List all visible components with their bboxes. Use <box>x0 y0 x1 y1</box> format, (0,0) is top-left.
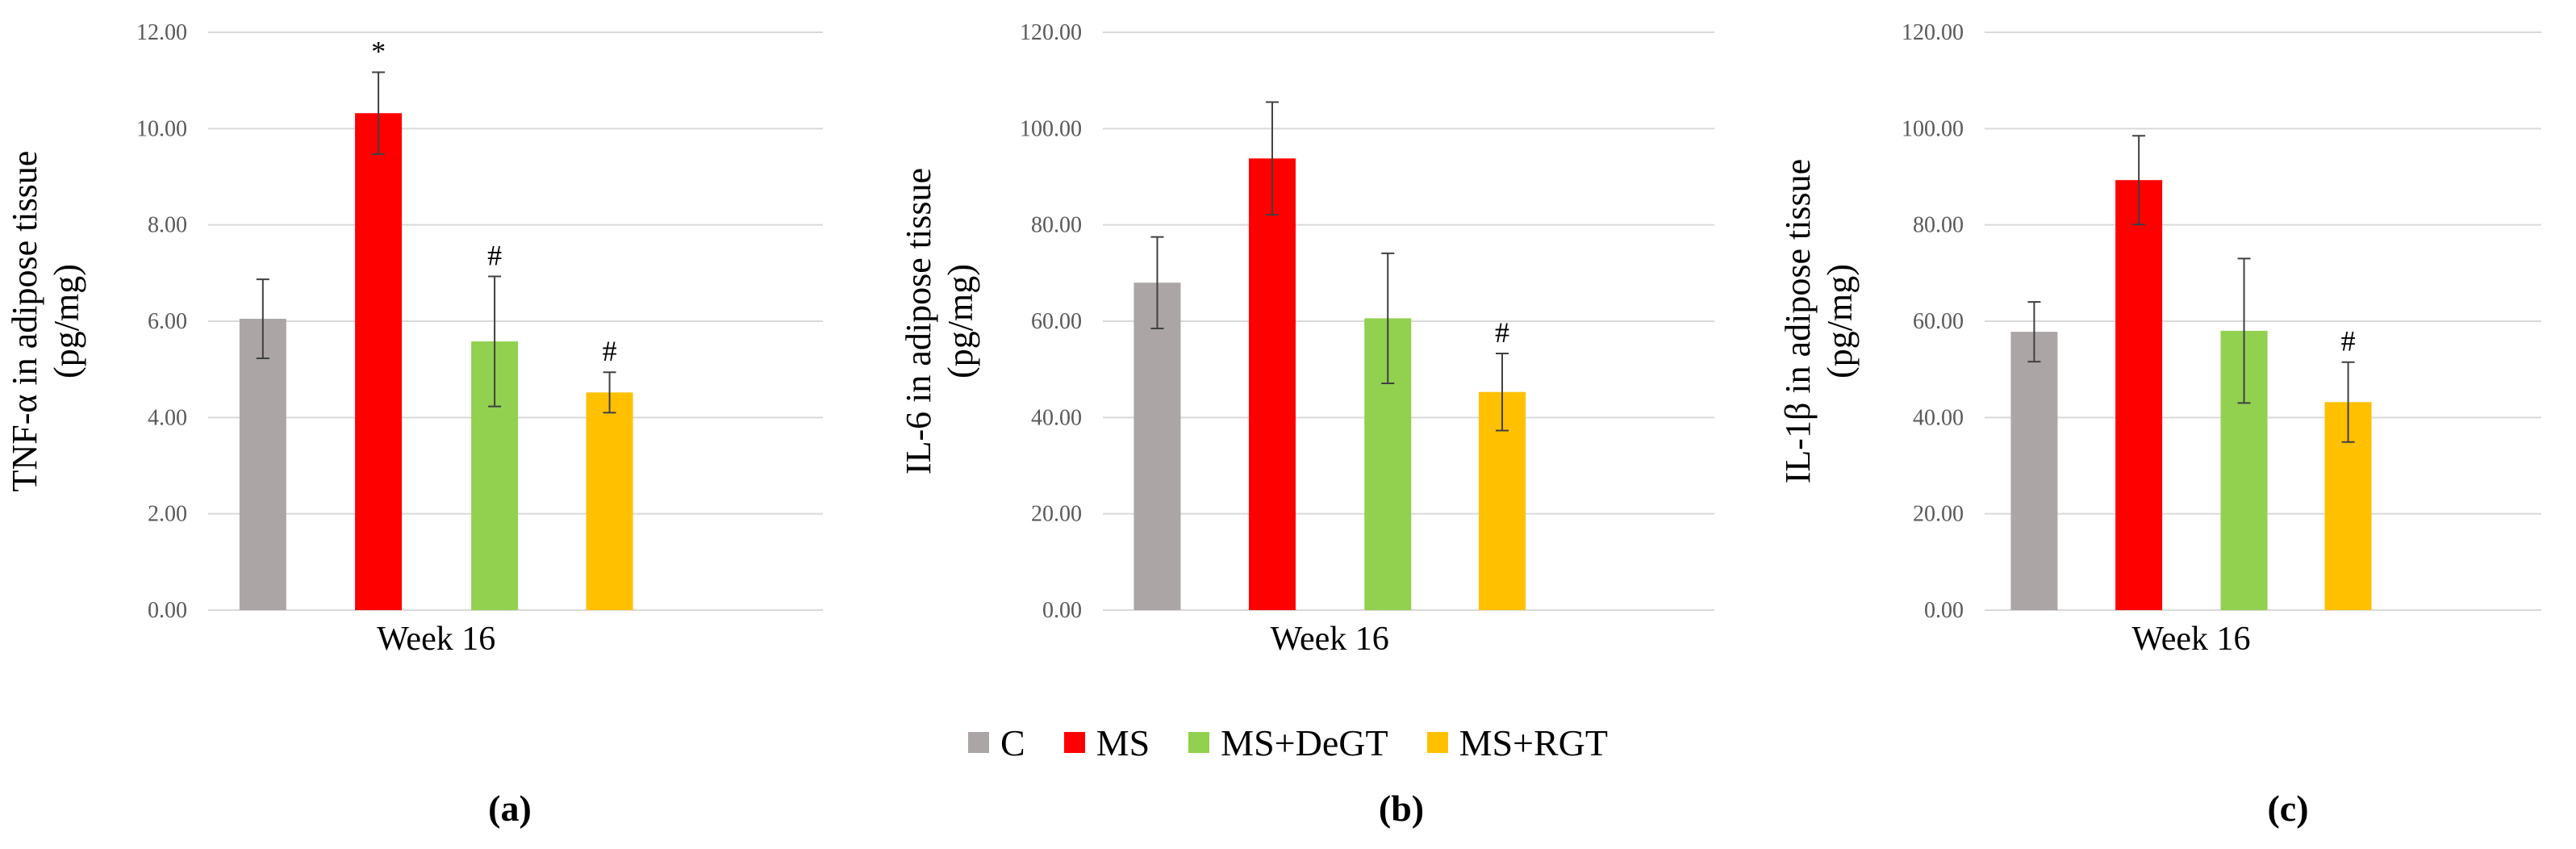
legend-item-ms: MS <box>1063 721 1150 764</box>
bar-ms <box>2115 180 2163 611</box>
y-tick-label: 6.00 <box>148 309 187 334</box>
y-tick-label: 100.00 <box>1020 116 1082 141</box>
bar-c <box>239 319 286 610</box>
y-axis-label: IL-1β in adipose tissue <box>1778 159 1818 483</box>
x-axis-label: Week 16 <box>2131 621 2250 658</box>
significance-mark: # <box>2341 325 2356 358</box>
y-tick-label: 20.00 <box>1031 502 1082 527</box>
legend-item-ms-degt: MS+DeGT <box>1188 721 1388 764</box>
y-axis-unit-label: (pg/mg) <box>1820 264 1860 378</box>
bar-ms <box>1248 158 1296 610</box>
y-tick-label: 120.00 <box>1020 20 1082 45</box>
y-tick-label: 60.00 <box>1913 309 1964 334</box>
y-axis-unit-label: (pg/mg) <box>47 264 86 378</box>
y-axis-label: TNF-α in adipose tissue <box>5 151 44 492</box>
legend-item-ms-rgt: MS+RGT <box>1426 721 1608 764</box>
significance-mark: * <box>371 36 386 68</box>
panel-label-a: (a) <box>488 788 532 829</box>
x-axis-label: Week 16 <box>1271 621 1389 658</box>
y-tick-label: 0.00 <box>1924 598 1964 623</box>
significance-mark: # <box>1495 316 1509 349</box>
y-tick-label: 10.00 <box>136 116 187 141</box>
legend: C MS MS+DeGT MS+RGT <box>0 714 2576 771</box>
y-tick-label: 40.00 <box>1031 405 1082 430</box>
y-tick-label: 8.00 <box>148 213 187 238</box>
legend-label-c: C <box>1000 721 1025 763</box>
y-tick-label: 4.00 <box>148 405 187 430</box>
y-tick-label: 100.00 <box>1902 116 1964 141</box>
y-tick-label: 120.00 <box>1902 20 1964 45</box>
legend-swatch-ms-degt <box>1188 732 1210 753</box>
legend-swatch-ms <box>1063 732 1085 753</box>
y-tick-label: 80.00 <box>1031 213 1082 238</box>
bar-c <box>1134 282 1181 610</box>
x-axis-label: Week 16 <box>377 621 495 658</box>
y-tick-label: 0.00 <box>1042 598 1082 623</box>
bar-c <box>2010 332 2058 610</box>
significance-mark: # <box>487 240 502 272</box>
panel-label-b: (b) <box>1378 788 1425 829</box>
y-tick-label: 20.00 <box>1913 502 1964 527</box>
y-tick-label: 80.00 <box>1913 213 1964 238</box>
bar-ms-rgt <box>586 392 633 610</box>
legend-swatch-ms-rgt <box>1426 732 1448 753</box>
bar-ms <box>355 113 403 611</box>
y-tick-label: 2.00 <box>148 502 187 527</box>
legend-label-ms-degt: MS+DeGT <box>1221 721 1388 763</box>
panel-label-c: (c) <box>2267 788 2309 829</box>
y-axis-unit-label: (pg/mg) <box>941 264 980 378</box>
legend-item-c: C <box>968 721 1025 764</box>
y-tick-label: 0.00 <box>148 598 187 623</box>
legend-label-ms: MS <box>1096 721 1150 763</box>
significance-mark: # <box>603 335 617 367</box>
y-tick-label: 60.00 <box>1031 309 1082 334</box>
y-tick-label: 12.00 <box>136 20 187 45</box>
y-tick-label: 40.00 <box>1913 405 1964 430</box>
y-axis-label: IL-6 in adipose tissue <box>899 168 938 475</box>
legend-swatch-c <box>968 732 989 753</box>
legend-label-ms-rgt: MS+RGT <box>1459 721 1608 763</box>
